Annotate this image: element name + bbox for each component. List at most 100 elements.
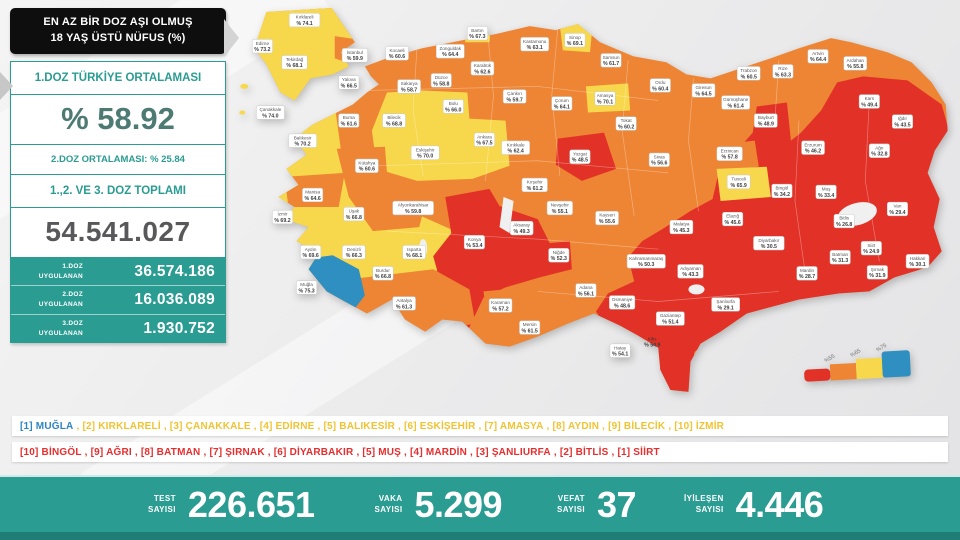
svg-text:% 64.4: % 64.4: [810, 57, 826, 63]
province-rank-item: [9] AĞRI: [90, 446, 132, 458]
list-separator: ,: [163, 420, 167, 432]
svg-text:Ankara: Ankara: [477, 134, 492, 139]
svg-text:% 66.0: % 66.0: [445, 107, 461, 113]
svg-text:% 60.5: % 60.5: [741, 74, 757, 80]
stat-i̇yi̇leşen: İYİLEŞEN SAYISI 4.446: [684, 483, 824, 526]
svg-text:Kilis: Kilis: [648, 336, 657, 341]
province-label: Bingöl% 34.2: [771, 183, 793, 199]
svg-text:% 60.2: % 60.2: [618, 125, 634, 131]
svg-text:Samsun: Samsun: [603, 55, 620, 60]
svg-text:% 67.5: % 67.5: [476, 141, 492, 147]
svg-text:Gümüşhane: Gümüşhane: [723, 97, 749, 102]
svg-text:% 66.8: % 66.8: [375, 274, 391, 280]
svg-text:% 30.5: % 30.5: [761, 244, 777, 250]
province-label: Bayburt % 48.9: [754, 113, 778, 128]
svg-text:Batman: Batman: [832, 252, 848, 257]
svg-text:% 56.1: % 56.1: [578, 291, 594, 297]
stat-value: 4.446: [735, 483, 824, 525]
region-east-red: [595, 76, 948, 392]
total-doses-value: 54.541.027: [11, 208, 225, 258]
svg-text:% 66.3: % 66.3: [346, 253, 362, 259]
province-label: Karabük% 62.6: [470, 61, 495, 76]
province-rank-item: [6] DİYARBAKIR: [273, 446, 354, 458]
svg-text:% 63.3: % 63.3: [775, 72, 791, 78]
dose-table: 1.DOZ UYGULANAN 36.574.186 2.DOZ UYGULANAN …: [11, 257, 225, 343]
province-label: Konya% 53.4: [463, 235, 485, 250]
list-separator: ,: [478, 420, 482, 432]
province-rank-item: [1] MUĞLA: [20, 420, 74, 432]
svg-text:Manisa: Manisa: [305, 190, 320, 195]
province-rank-item: [3] ÇANAKKALE: [169, 420, 251, 432]
svg-text:Aksaray: Aksaray: [513, 223, 530, 228]
province-label: Sivas % 56.6: [648, 152, 670, 167]
province-label: Malatya% 45.3: [669, 220, 694, 235]
list-separator: ,: [134, 446, 138, 458]
svg-text:% 32.8: % 32.8: [871, 152, 887, 158]
svg-text:Erzincan: Erzincan: [721, 148, 739, 153]
svg-text:Diyarbakır: Diyarbakır: [758, 238, 779, 243]
province-rank-item: [3] ŞANLIURFA: [476, 446, 551, 458]
svg-text:Siirt: Siirt: [867, 243, 876, 248]
province-label: Düzce% 58.8: [430, 73, 452, 88]
svg-text:Osmaniye: Osmaniye: [612, 297, 633, 302]
map-title-line2: 18 YAŞ ÜSTÜ NÜFUS (%): [50, 31, 186, 44]
province-label: Gaziantep% 51.4: [656, 311, 685, 326]
province-label: Bilecik % 68.8: [382, 113, 406, 128]
svg-text:Trabzon: Trabzon: [740, 68, 757, 73]
dose-stats-panel: 1.DOZ TÜRKİYE ORTALAMASI % 58.92 2.DOZ O…: [10, 60, 226, 344]
svg-text:% 61.2: % 61.2: [527, 186, 543, 192]
svg-text:% 74.1: % 74.1: [296, 21, 312, 27]
stat-label: TEST SAYISI: [148, 494, 176, 514]
svg-text:Muğla: Muğla: [300, 282, 313, 287]
province-label: Gümüşhane% 61.4: [721, 95, 750, 110]
svg-text:% 62.6: % 62.6: [474, 69, 490, 75]
province-label: Şanlıurfa% 29.1: [711, 297, 740, 312]
svg-text:İzmir: İzmir: [277, 211, 287, 217]
legend-threshold-label: %65: [850, 348, 863, 359]
province-label: Van% 29.4: [887, 201, 908, 217]
svg-text:% 50.3: % 50.3: [638, 262, 654, 268]
stat-test: TEST SAYISI 226.651: [148, 484, 315, 526]
info-panel: EN AZ BİR DOZ AŞI OLMUŞ 18 YAŞ ÜSTÜ NÜFU…: [0, 8, 239, 344]
svg-text:Bitlis: Bitlis: [839, 216, 849, 221]
svg-text:Kırıkkale: Kırıkkale: [507, 142, 525, 147]
svg-text:% 68.1: % 68.1: [406, 253, 422, 259]
stat-label: VAKA SAYISI: [374, 494, 403, 514]
svg-text:% 46.2: % 46.2: [805, 149, 821, 155]
island-bozcaada: [239, 110, 246, 115]
dose-row-value: 16.036.089: [134, 291, 215, 309]
province-label: Ankara % 67.5: [473, 132, 495, 147]
list-separator: ,: [404, 446, 408, 458]
province-label: Manisa% 64.6: [302, 187, 324, 203]
province-label: Iğdır % 43.5: [892, 114, 913, 129]
province-label: Çanakkale% 74.0: [256, 105, 285, 120]
stat-label: İYİLEŞEN SAYISI: [684, 494, 724, 514]
province-label: Muş% 33.4: [815, 184, 837, 200]
svg-text:Kars: Kars: [865, 96, 875, 101]
province-label: Edirne% 73.2: [251, 39, 273, 54]
svg-text:% 34.2: % 34.2: [774, 192, 790, 198]
legend-orange-segment: [829, 363, 857, 381]
legend-threshold-label: %55: [824, 353, 837, 364]
svg-text:% 69.1: % 69.1: [567, 41, 583, 47]
svg-text:% 43.3: % 43.3: [682, 272, 698, 278]
list-separator: ,: [84, 446, 88, 458]
province-label: Mardin% 28.7: [796, 266, 818, 281]
stat-label: VEFAT SAYISI: [557, 494, 585, 514]
province-label: Muğla% 75.3: [296, 280, 318, 295]
svg-text:% 52.3: % 52.3: [551, 256, 567, 262]
island-gokceada: [240, 83, 249, 89]
province-label: Kars% 49.4: [858, 94, 880, 109]
svg-text:Kırklareli: Kırklareli: [296, 15, 314, 20]
svg-text:% 57.8: % 57.8: [722, 155, 738, 161]
svg-text:Uşak: Uşak: [349, 209, 360, 214]
province-label: Kütahya % 60.6: [355, 158, 379, 173]
svg-text:% 58.8: % 58.8: [433, 81, 449, 87]
list-separator: ,: [546, 420, 550, 432]
svg-text:Erzurum: Erzurum: [804, 142, 822, 147]
svg-text:Karabük: Karabük: [474, 63, 492, 68]
svg-text:Denizli: Denizli: [347, 247, 361, 252]
svg-text:Hakkari: Hakkari: [910, 256, 926, 261]
dose1-average-title: 1.DOZ TÜRKİYE ORTALAMASI: [11, 62, 225, 95]
province-label: Artvin% 64.4: [807, 49, 829, 64]
